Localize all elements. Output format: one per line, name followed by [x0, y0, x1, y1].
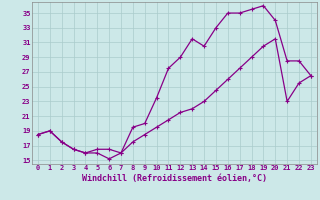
X-axis label: Windchill (Refroidissement éolien,°C): Windchill (Refroidissement éolien,°C) [82, 174, 267, 183]
